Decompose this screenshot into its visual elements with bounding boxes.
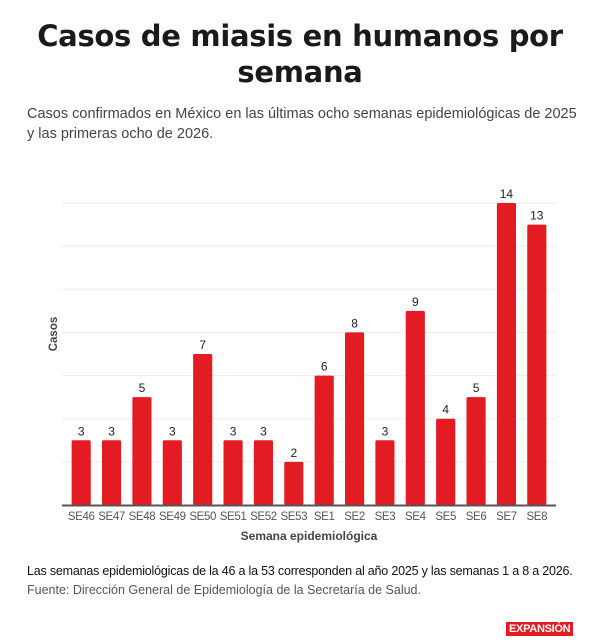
bar [344,332,365,505]
expansion-logo: EXPANSIÓN [506,622,574,636]
x-tick-label: SE4 [405,511,427,523]
bars [71,203,547,506]
x-tick-label: SE3 [375,511,396,523]
bar [496,203,517,505]
x-axis-label: Semana epidemiológica [241,529,378,543]
data-label: 14 [500,187,514,201]
data-label: 4 [442,403,449,417]
x-tick-label: SE7 [496,511,517,523]
data-label: 3 [108,424,115,438]
bar [375,440,395,505]
chart-subtitle: Casos confirmados en México en las últim… [27,106,577,142]
x-tick-label: SE6 [466,511,487,523]
source-note: Fuente: Dirección General de Epidemiolog… [27,583,421,597]
data-label: 3 [230,424,237,438]
bar [436,418,456,505]
x-tick-label: SE51 [220,511,247,523]
data-labels: 3 3 5 3 7 3 3 2 6 8 3 9 4 5 14 13 [78,187,544,460]
bar [193,354,213,505]
x-tick-label: SE47 [98,511,125,523]
data-label: 13 [530,209,544,223]
bar [162,440,182,505]
data-label: 3 [382,424,389,438]
x-tick-label: SE8 [527,511,548,523]
data-label: 9 [412,295,419,309]
bar [466,397,486,505]
data-label: 3 [260,424,267,438]
x-tick-label: SE1 [314,511,335,523]
data-label: 3 [169,424,176,438]
chart-title: Casos de miasis en humanos por semana [37,19,563,89]
x-tick-label: SE49 [159,511,186,523]
data-label: 6 [321,360,328,374]
x-tick-label: SE52 [250,511,277,523]
bar [101,440,122,505]
bar [71,440,91,505]
x-tick-label: SE53 [281,511,308,523]
bar [405,310,425,505]
bar [527,224,547,506]
bar [132,397,152,505]
x-tick-label: SE5 [435,511,456,523]
footnote: Las semanas epidemiológicas de la 46 a l… [27,564,573,578]
data-label: 7 [199,338,206,352]
x-tick-label: SE50 [189,511,216,523]
data-label: 5 [139,381,146,395]
x-tick-label: SE46 [68,511,95,523]
x-tick-label: SE2 [344,511,365,523]
bar [314,375,334,505]
data-label: 2 [290,446,297,460]
data-label: 3 [78,424,85,438]
y-axis-label: Casos [48,317,60,352]
bar [253,440,274,505]
x-tick-labels: SE46 SE47 SE48 SE49 SE50 SE51 SE52 SE53 SE1 SE2 SE… [68,511,548,523]
data-label: 8 [351,316,358,330]
data-label: 5 [473,381,480,395]
x-tick-label: SE48 [129,511,156,523]
bar [284,461,304,505]
bar [223,440,243,505]
